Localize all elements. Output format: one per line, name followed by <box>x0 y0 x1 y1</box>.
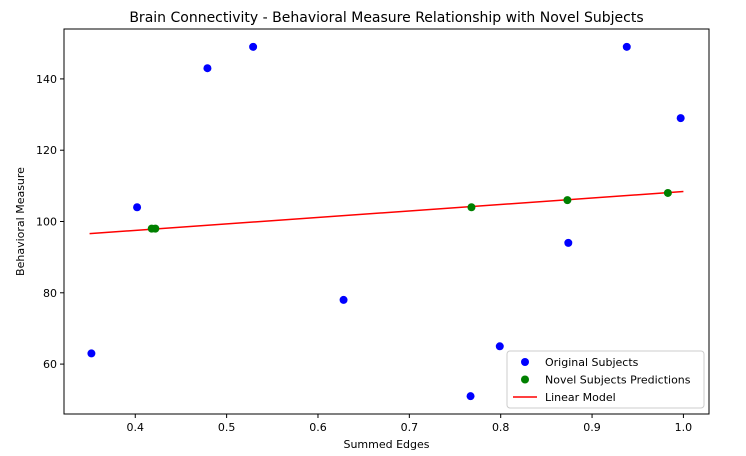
y-tick-label: 60 <box>43 358 57 371</box>
x-axis-label: Summed Edges <box>343 438 429 451</box>
legend-label: Linear Model <box>545 391 616 404</box>
original-subjects-point <box>87 349 96 358</box>
x-tick-label: 1.0 <box>675 421 693 434</box>
legend-marker <box>521 358 529 366</box>
x-tick-label: 0.9 <box>583 421 601 434</box>
y-tick-label: 80 <box>43 287 57 300</box>
linear-model-line <box>89 190 684 235</box>
novel-subjects-predictions-point <box>663 188 672 197</box>
original-subjects-point <box>133 203 142 212</box>
original-subjects-point <box>564 238 573 247</box>
novel-subjects-predictions-point <box>151 224 160 233</box>
x-tick-label: 0.8 <box>492 421 510 434</box>
y-tick-label: 100 <box>36 216 57 229</box>
legend-box <box>506 350 705 409</box>
original-subjects-point <box>249 42 258 51</box>
y-tick-label: 140 <box>36 73 57 86</box>
original-subjects-point <box>622 42 631 51</box>
axes: 0.4 0.5 0.6 0.7 0.8 0.9 1.0 60 80 100 120 140 <box>36 28 710 434</box>
novel-subjects-predictions-point <box>563 196 572 205</box>
legend-marker <box>521 375 529 384</box>
x-tick-label: 0.4 <box>127 421 145 434</box>
legend: Original Subjects Novel Subjects Predicti… <box>506 350 705 409</box>
original-subjects-point <box>495 342 504 351</box>
y-axis-label: Behavioral Measure <box>14 167 27 276</box>
original-subjects-point <box>339 295 348 304</box>
original-subjects-point <box>203 64 212 73</box>
original-subjects-point <box>676 114 685 123</box>
original-subjects-point <box>466 392 475 401</box>
y-tick-label: 120 <box>36 144 57 157</box>
legend-label: Original Subjects <box>545 356 639 369</box>
chart-title: Brain Connectivity - Behavioral Measure … <box>129 10 643 26</box>
x-tick-label: 0.5 <box>218 421 236 434</box>
plot-marks <box>87 42 685 401</box>
novel-subjects-predictions-point <box>467 203 476 212</box>
legend-label: Novel Subjects Predictions <box>545 374 691 387</box>
x-tick-label: 0.7 <box>401 421 419 434</box>
x-tick-label: 0.6 <box>309 421 327 434</box>
